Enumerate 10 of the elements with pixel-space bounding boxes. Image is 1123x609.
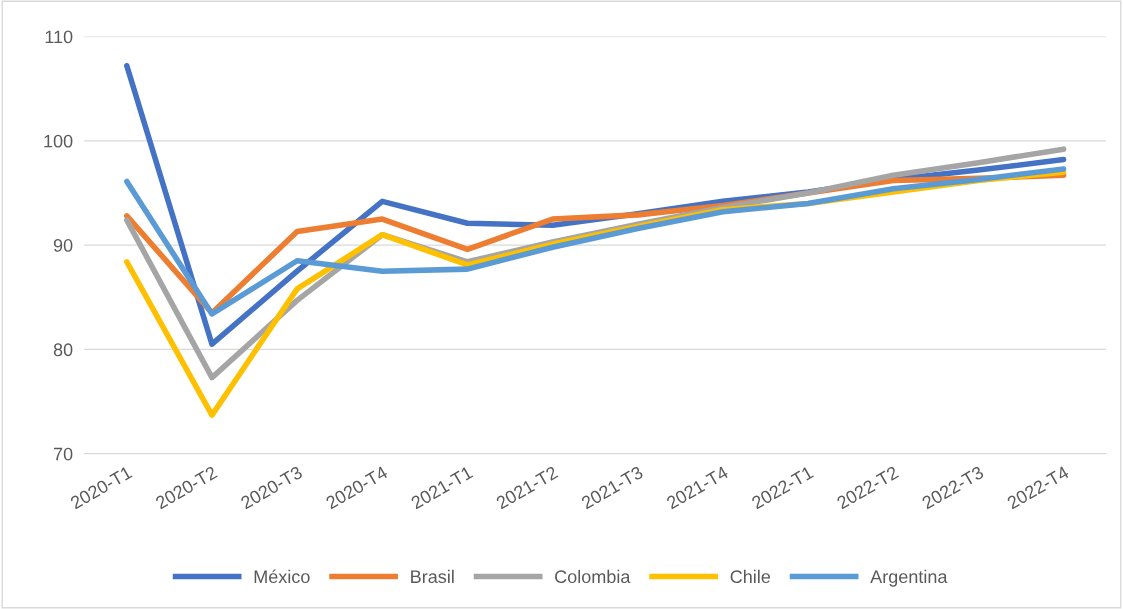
y-tick-label: 100 (44, 134, 73, 148)
legend-label: Brasil (411, 569, 454, 584)
legend-label: Argentina (870, 569, 948, 587)
legend-label: Chile (730, 569, 771, 584)
legend-label: Colombia (555, 569, 631, 584)
y-tick-label: 80 (53, 343, 73, 357)
y-tick-label: 90 (53, 239, 73, 252)
y-tick-label: 110 (45, 30, 73, 44)
legend-label: México (254, 569, 310, 584)
y-tick-label: 70 (53, 447, 73, 461)
